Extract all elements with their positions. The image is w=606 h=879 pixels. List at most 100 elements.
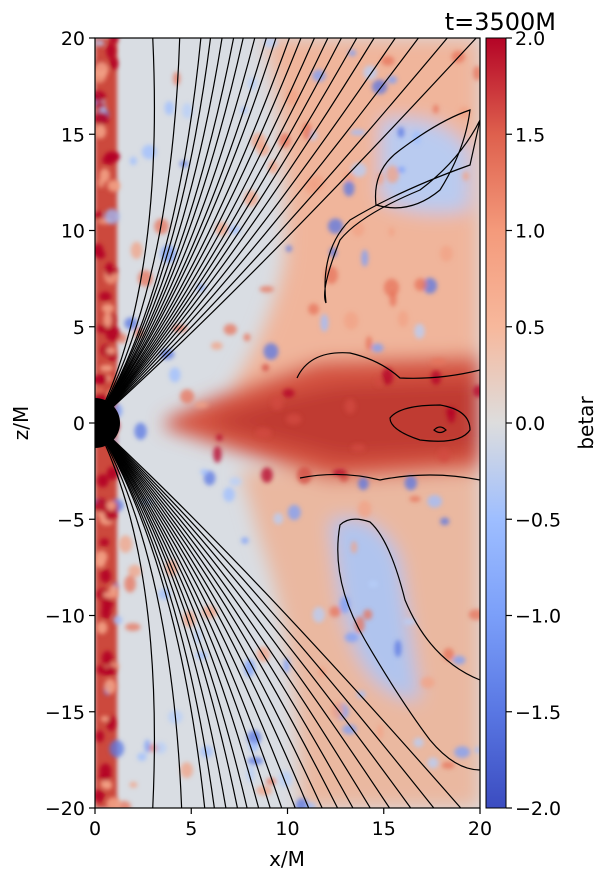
turbulence-blob xyxy=(414,278,427,291)
field-line xyxy=(95,38,256,424)
field-line xyxy=(95,422,391,808)
turbulence-blob xyxy=(420,676,435,689)
turbulence-blob xyxy=(125,623,141,632)
contour-disk-inner xyxy=(389,404,471,442)
field-line xyxy=(95,422,206,808)
turbulence-blob xyxy=(371,343,384,353)
edge-blob xyxy=(99,291,112,302)
turbulence-blob xyxy=(330,701,344,719)
turbulence-blob xyxy=(397,166,406,173)
turbulence-blob xyxy=(261,467,273,483)
field-line xyxy=(95,422,239,808)
field-line xyxy=(95,422,248,808)
turbulence-blob xyxy=(229,477,242,486)
turbulence-blob xyxy=(386,165,399,184)
colorbar-tick-label: 1.0 xyxy=(515,221,545,243)
turbulence-blob xyxy=(440,517,450,526)
turbulence-blob xyxy=(154,218,169,235)
field-line xyxy=(95,38,419,424)
edge-blob xyxy=(100,715,110,722)
turbulence-blob xyxy=(348,49,357,57)
turbulence-blob xyxy=(472,65,480,81)
turbulence-blob xyxy=(200,468,209,475)
edge-blob xyxy=(95,124,107,139)
turbulence-blob xyxy=(128,564,142,578)
turbulence-blob xyxy=(164,101,175,116)
field-line xyxy=(95,38,329,424)
turbulence-blob xyxy=(312,69,326,82)
y-tick-label: −5 xyxy=(57,509,85,531)
turbulence-blob xyxy=(397,310,409,328)
turbulence-blob xyxy=(312,606,325,623)
edge-blob xyxy=(105,326,121,342)
turbulence-blob xyxy=(216,434,223,441)
field-line xyxy=(95,38,342,424)
turbulence-blob xyxy=(271,396,284,411)
edge-blob xyxy=(96,621,108,635)
turbulence-blob xyxy=(223,323,237,335)
field-line xyxy=(95,422,339,808)
x-axis-label: x/M xyxy=(269,847,305,871)
colorbar-tick-label: −1.0 xyxy=(515,606,561,628)
turbulence-blob xyxy=(474,747,480,754)
contour-small-loop xyxy=(433,426,447,434)
edge-blob xyxy=(100,568,111,583)
edge-blob xyxy=(109,38,119,44)
contour-upper-outer xyxy=(324,119,480,304)
turbulence-blob xyxy=(351,443,366,452)
turbulence-blob xyxy=(180,762,193,779)
turbulence-blob xyxy=(473,385,480,398)
field-line xyxy=(95,38,277,424)
black-hole xyxy=(95,398,120,448)
contour-disk-bottom xyxy=(299,473,480,481)
field-line xyxy=(95,422,462,808)
field-line xyxy=(95,38,396,424)
turbulence-blob xyxy=(117,800,131,808)
turbulence-blob xyxy=(441,761,455,769)
field-line xyxy=(95,422,215,808)
turbulence-blob xyxy=(129,156,137,166)
turbulence-blob xyxy=(402,618,416,625)
x-tick-label: 5 xyxy=(185,818,197,840)
colorbar-tick-label: −0.5 xyxy=(515,509,561,531)
turbulence-blob xyxy=(383,278,400,297)
turbulence-blob xyxy=(394,640,402,658)
colorbar-tick-label: 2.0 xyxy=(515,28,545,50)
turbulence-blob xyxy=(286,413,302,425)
edge-blob xyxy=(99,168,111,183)
edge-blob xyxy=(95,250,106,259)
turbulence-blob xyxy=(440,245,453,262)
field-line xyxy=(95,422,354,808)
turbulence-blob xyxy=(169,367,181,383)
edge-blob xyxy=(95,789,105,803)
turbulence-blob xyxy=(158,588,171,600)
turbulence-blob xyxy=(129,781,138,788)
edge-blob xyxy=(95,211,103,220)
turbulence-blob xyxy=(251,132,267,150)
field-lines xyxy=(95,38,477,808)
field-line xyxy=(95,38,156,424)
edge-blob xyxy=(107,179,121,192)
edge-blob xyxy=(98,774,112,781)
turbulence-blob xyxy=(357,500,372,518)
edge-blob xyxy=(103,312,113,328)
turbulence-blob xyxy=(358,477,369,491)
turbulence-blob xyxy=(282,388,295,398)
turbulence-blob xyxy=(365,336,373,351)
edge-blob xyxy=(97,324,108,333)
x-axis: 0 5 10 15 20 xyxy=(89,808,492,840)
turbulence-blob xyxy=(273,512,284,525)
edge-blob xyxy=(95,498,109,513)
contour-upper-loop xyxy=(374,109,471,209)
edge-blob xyxy=(95,730,104,743)
turbulence-blob xyxy=(327,218,344,234)
edge-blob xyxy=(95,102,106,109)
turbulence-blob xyxy=(210,341,223,350)
x-tick-label: 0 xyxy=(89,818,101,840)
edge-blob xyxy=(95,375,107,385)
y-axis: −20 −15 −10 −5 0 5 10 15 20 xyxy=(45,28,95,820)
turbulence-blob xyxy=(443,648,455,661)
turbulence-blob xyxy=(350,129,366,136)
turbulence-blob xyxy=(351,541,358,554)
